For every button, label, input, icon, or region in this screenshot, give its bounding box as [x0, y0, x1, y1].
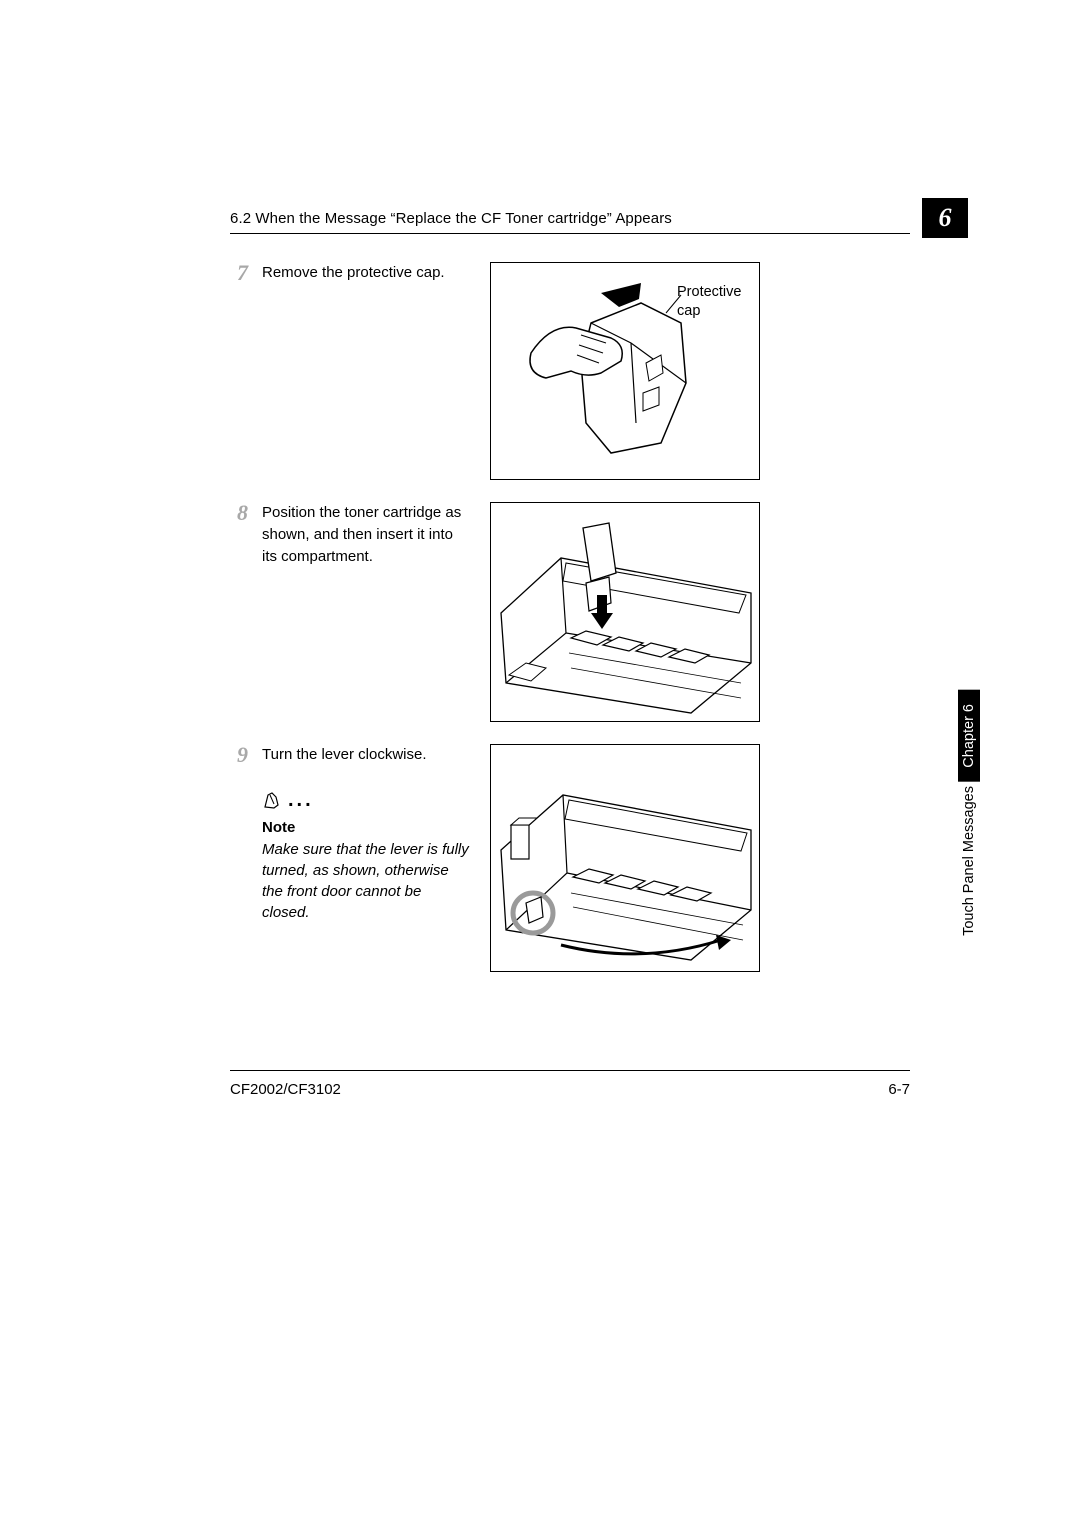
figure-9-illustration — [491, 745, 761, 973]
footer-page-number: 6-7 — [888, 1081, 910, 1098]
step-8: 8 Position the toner cartridge as shown,… — [230, 502, 910, 722]
note-hand-icon — [262, 789, 284, 811]
step-text-col: Turn the lever clockwise. ... Note Make … — [262, 744, 472, 972]
chapter-badge: 6 — [922, 198, 968, 238]
step-number: 8 — [230, 502, 248, 524]
step-7: 7 Remove the protective cap. — [230, 262, 910, 480]
manual-page: 6.2 When the Message “Replace the CF Ton… — [0, 0, 1080, 1528]
page-header: 6.2 When the Message “Replace the CF Ton… — [230, 210, 910, 234]
note-body: Make sure that the lever is fully turned… — [262, 839, 472, 923]
step-text: Turn the lever clockwise. — [262, 744, 472, 766]
step-figure-col: Protective cap — [490, 262, 910, 480]
step-figure-col — [490, 744, 910, 972]
step-body: Remove the protective cap. — [262, 262, 910, 480]
figure-8-illustration — [491, 503, 761, 723]
figure-9 — [490, 744, 760, 972]
page-footer: CF2002/CF3102 6-7 — [230, 1070, 910, 1098]
step-body: Position the toner cartridge as shown, a… — [262, 502, 910, 722]
figure-7: Protective cap — [490, 262, 760, 480]
footer-model: CF2002/CF3102 — [230, 1081, 341, 1098]
step-text: Remove the protective cap. — [262, 262, 472, 480]
step-number: 7 — [230, 262, 248, 284]
figure-8 — [490, 502, 760, 722]
thumb-tab-chapter: Chapter 6 — [958, 690, 980, 782]
thumb-tab-section: Touch Panel Messages — [961, 782, 977, 950]
chapter-number: 6 — [939, 203, 952, 233]
callout-protective-cap: Protective cap — [677, 283, 759, 321]
note-title: Note — [262, 817, 472, 839]
ellipsis-icon: ... — [288, 786, 314, 815]
section-title: 6.2 When the Message “Replace the CF Ton… — [230, 210, 672, 227]
step-9: 9 Turn the lever clockwise. ... Note Mak… — [230, 744, 910, 972]
thumb-tab: Chapter 6 Touch Panel Messages — [958, 690, 980, 950]
step-body: Turn the lever clockwise. ... Note Make … — [262, 744, 910, 972]
step-figure-col — [490, 502, 910, 722]
step-text: Position the toner cartridge as shown, a… — [262, 502, 472, 722]
note-icon-row: ... — [262, 786, 472, 815]
step-number: 9 — [230, 744, 248, 766]
content-area: 7 Remove the protective cap. — [230, 262, 910, 972]
